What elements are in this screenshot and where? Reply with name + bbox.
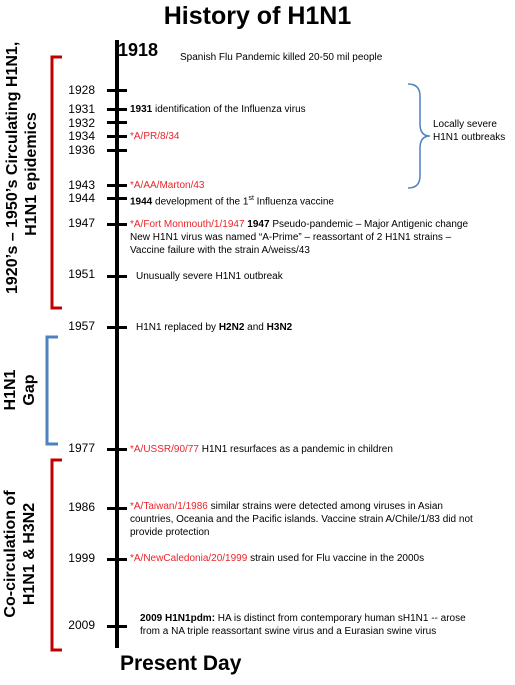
event-1931: 1931 identification of the Influenza vir… xyxy=(130,104,306,115)
year-2009: 2009 xyxy=(68,618,95,632)
event-1934: *A/PR/8/34 xyxy=(130,131,180,142)
page-title: History of H1N1 xyxy=(163,2,352,30)
era-bracket-2 xyxy=(45,335,58,446)
tick-1934 xyxy=(107,135,127,138)
event-1951: Unusually severe H1N1 outbreak xyxy=(136,271,283,282)
event-1957: H1N1 replaced by H2N2 and H3N2 xyxy=(136,322,293,333)
year-1934: 1934 xyxy=(68,129,95,143)
era-label-3: Co-circulation of H1N1 & H3N2 xyxy=(2,490,38,618)
era-label-2: H1N1 Gap xyxy=(2,369,38,411)
event-1977: *A/USSR/90/77 H1N1 resurfaces as a pande… xyxy=(130,444,393,455)
tick-1931 xyxy=(107,108,127,111)
tick-1943 xyxy=(107,184,127,187)
year-1957: 1957 xyxy=(68,319,95,333)
end-label: Present Day xyxy=(120,652,242,675)
year-1986: 1986 xyxy=(68,500,95,514)
year-1951: 1951 xyxy=(68,267,95,281)
event-1943: *A/AA/Marton/43 xyxy=(130,180,205,191)
year-1999: 1999 xyxy=(68,551,95,565)
tick-1944 xyxy=(107,197,127,200)
tick-1977 xyxy=(107,448,127,451)
timeline-axis xyxy=(115,40,119,648)
event-1999: *A/NewCaledonia/20/1999 strain used for … xyxy=(130,553,425,564)
year-1936: 1936 xyxy=(68,143,95,157)
era-bracket-1 xyxy=(50,55,62,310)
tick-1986 xyxy=(107,507,127,510)
event-2009: 2009 H1N1pdm: HA is distinct from contem… xyxy=(140,613,466,637)
era-bracket-3 xyxy=(50,458,62,652)
side-note-locally-severe: Locally severe H1N1 outbreaks xyxy=(433,119,506,143)
tick-1932 xyxy=(107,121,127,124)
era-label-1: 1920’s – 1950’s Circulating H1N1, H1N1 e… xyxy=(4,41,40,294)
year-1931: 1931 xyxy=(68,102,95,116)
event-1947: *A/Fort Monmouth/1/1947 1947 Pseudo-pand… xyxy=(130,219,469,256)
year-1928: 1928 xyxy=(68,83,95,97)
tick-1947 xyxy=(107,223,127,226)
year-1932: 1932 xyxy=(68,116,95,130)
year-1943: 1943 xyxy=(68,178,95,192)
tick-1999 xyxy=(107,558,127,561)
year-1947: 1947 xyxy=(68,216,95,230)
year-1977: 1977 xyxy=(68,441,95,455)
tick-2009 xyxy=(107,625,127,628)
tick-1928 xyxy=(107,89,127,92)
tick-1957 xyxy=(107,326,127,329)
event-1944: 1944 development of the 1st Influenza va… xyxy=(130,195,334,208)
tick-1951 xyxy=(107,275,127,278)
tick-1936 xyxy=(107,149,127,152)
outbreak-brace xyxy=(407,83,431,189)
year-1918: 1918 xyxy=(118,40,159,60)
event-1918: Spanish Flu Pandemic killed 20-50 mil pe… xyxy=(180,52,383,63)
event-1986: *A/Taiwan/1/1986 similar strains were de… xyxy=(130,501,473,538)
year-1944: 1944 xyxy=(68,191,95,205)
